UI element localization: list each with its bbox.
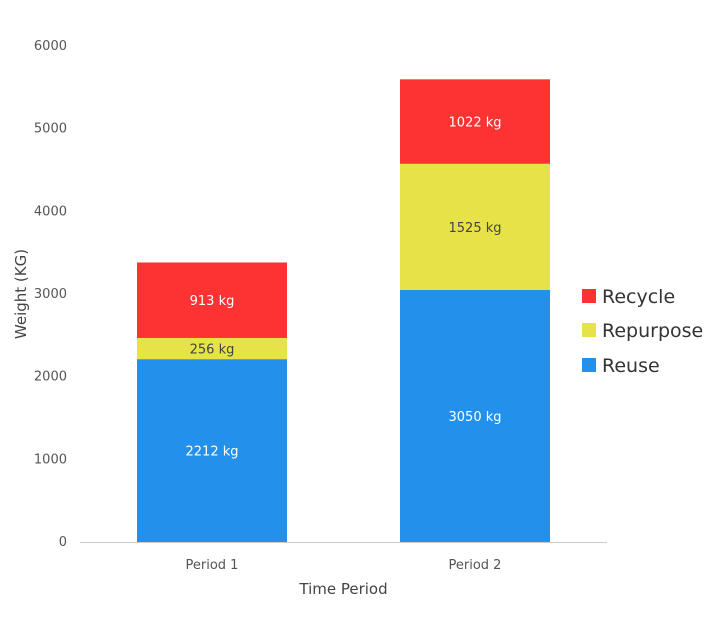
y-axis-ticks: 0 1000 2000 3000 4000 5000 6000: [34, 39, 67, 550]
y-tick-label: 2000: [34, 370, 67, 385]
legend: Recycle Repurpose Reuse: [582, 286, 703, 377]
legend-swatch-repurpose: [582, 323, 596, 337]
legend-label-recycle: Recycle: [602, 286, 675, 308]
y-tick-label: 1000: [34, 452, 67, 467]
data-label: 3050 kg: [449, 410, 502, 425]
x-axis-ticks: Period 1 Period 2: [186, 558, 502, 573]
y-tick-label: 5000: [34, 122, 67, 137]
bars-group: 2212 kg 256 kg 913 kg 3050 kg 1525 kg 1022 kg: [137, 79, 550, 542]
y-axis-title: Weight (KG): [12, 249, 30, 339]
bar-segment-recycle: [400, 79, 550, 164]
y-tick-label: 6000: [34, 39, 67, 54]
x-tick-label: Period 2: [449, 558, 502, 573]
data-label: 1525 kg: [449, 221, 502, 236]
bar-segment-reuse: [400, 289, 550, 542]
legend-label-reuse: Reuse: [602, 355, 660, 377]
x-tick-label: Period 1: [186, 558, 239, 573]
x-axis-title: Time Period: [298, 580, 387, 598]
bar-segment-repurpose: [137, 337, 287, 360]
bar-segment-recycle: [137, 262, 287, 338]
bar-segment-reuse: [137, 359, 287, 542]
data-label: 256 kg: [190, 343, 235, 358]
y-tick-label: 0: [59, 535, 67, 550]
data-label: 2212 kg: [186, 445, 239, 460]
legend-label-repurpose: Repurpose: [602, 320, 703, 342]
legend-swatch-recycle: [582, 289, 596, 303]
legend-swatch-reuse: [582, 358, 596, 372]
data-label: 913 kg: [190, 294, 235, 309]
y-tick-label: 3000: [34, 287, 67, 302]
y-tick-label: 4000: [34, 204, 67, 219]
bar-segment-repurpose: [400, 163, 550, 290]
data-label: 1022 kg: [449, 116, 502, 131]
